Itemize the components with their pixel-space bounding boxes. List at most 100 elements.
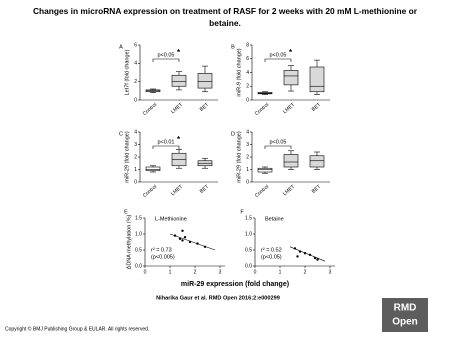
point [303, 252, 307, 255]
box [257, 167, 273, 173]
logo-text: RMD [394, 303, 417, 314]
point [203, 245, 207, 248]
box [283, 154, 299, 168]
point [183, 236, 187, 239]
point [313, 256, 317, 260]
significance-star: * [177, 48, 181, 57]
title-line: Changes in microRNA expression on treatm… [33, 6, 418, 16]
x-tick-label: Control [254, 102, 270, 117]
logo-text: Open [392, 317, 418, 328]
y-tick-label: 8 [246, 42, 249, 48]
y-tick-label: 4 [134, 61, 137, 67]
significance-bracket [152, 145, 180, 149]
x-tick-label: 0 [254, 269, 257, 275]
x-tick-label: 2 [304, 269, 307, 275]
y-tick-label: 1.5 [135, 215, 142, 221]
y-tick-label: 1 [246, 167, 249, 173]
box [309, 66, 325, 93]
box [197, 73, 213, 89]
y-tick-label: 0.5 [135, 247, 142, 253]
significance-bracket [152, 58, 180, 62]
copyright: Copyright © BMJ Publishing Group & EULAR… [5, 325, 149, 332]
y-tick-label: 6 [246, 56, 249, 62]
annotation: p<0.05 [270, 52, 287, 58]
panel-letter: E [124, 209, 128, 215]
citation: Niharika Gaur et al. RMD Open 2016;2:e00… [156, 295, 280, 301]
panel-title: Betaine [265, 216, 284, 222]
point [196, 242, 199, 245]
y-tick-label: 1.5 [245, 215, 252, 221]
annotation: p<0.05 [158, 52, 175, 58]
title-line: betaine. [209, 18, 241, 28]
x-tick-label: BET [311, 184, 322, 195]
y-axis-label: Let7f (fold change) [124, 49, 130, 95]
x-tick-label: BET [199, 184, 210, 195]
y-tick-label: 0 [246, 179, 249, 185]
x-tick-label: 1 [169, 269, 172, 275]
y-tick-label: 0.0 [245, 263, 252, 269]
y-tick-label: 1 [134, 167, 137, 173]
y-tick-label: 4 [134, 129, 137, 135]
y-tick-label: 6 [134, 42, 137, 48]
y-tick-label: 3 [246, 142, 249, 148]
y-axis-label: miR-29 (fold change) [124, 131, 130, 183]
x-tick-label: 1 [279, 269, 282, 275]
y-tick-label: 2 [246, 84, 249, 90]
point [308, 253, 312, 256]
significance-bracket [264, 145, 292, 149]
y-tick-label: 3 [134, 142, 137, 148]
point [316, 258, 319, 261]
y-tick-label: 1.0 [135, 231, 142, 237]
x-axis-label: miR-29 expression (fold change) [181, 281, 289, 288]
x-tick-label: LMET [282, 184, 296, 197]
y-axis-label: miR-9 (fold change) [236, 48, 242, 96]
y-axis-label: miR-29 (fold change) [236, 131, 242, 183]
x-tick-label: 3 [329, 269, 332, 275]
panel-letter: A [119, 44, 123, 50]
significance-star: * [289, 48, 293, 57]
y-tick-label: 2 [246, 154, 249, 160]
x-tick-label: 2 [194, 269, 197, 275]
annotation: (p<0.05) [261, 254, 282, 260]
x-tick-label: 0 [144, 269, 147, 275]
fit-line [169, 233, 216, 251]
point [188, 240, 192, 244]
x-tick-label: Control [142, 102, 158, 117]
x-tick-label: Control [254, 184, 270, 199]
annotation: p<0.01 [158, 139, 175, 145]
annotation: r² = 0.52 [261, 247, 282, 253]
panel-letter: C [119, 131, 123, 137]
x-tick-label: LMET [170, 184, 184, 197]
panel-letter: B [231, 44, 235, 50]
point [181, 229, 184, 232]
panel-letter: D [231, 131, 235, 137]
y-tick-label: 0.5 [245, 247, 252, 253]
y-tick-label: 0 [134, 179, 137, 185]
point [298, 250, 302, 253]
y-tick-label: 4 [246, 70, 249, 76]
y-tick-label: 0.0 [135, 263, 142, 269]
y-tick-label: 0 [134, 97, 137, 103]
y-tick-label: 2 [134, 154, 137, 160]
y-tick-label: 2 [134, 79, 137, 85]
box [309, 155, 325, 168]
y-tick-label: 0 [246, 97, 249, 103]
point [293, 247, 297, 250]
x-tick-label: Control [142, 184, 158, 199]
panel-letter: F [240, 209, 244, 215]
box [171, 74, 187, 87]
x-tick-label: LMET [282, 102, 296, 115]
x-tick-label: 3 [219, 269, 222, 275]
annotation: p<0.05 [270, 139, 287, 145]
point [296, 255, 299, 258]
y-tick-label: 4 [246, 129, 249, 135]
y-axis-label: ΔDNA methylation (%) [126, 214, 132, 269]
x-tick-label: LMET [170, 102, 184, 115]
point [181, 239, 184, 242]
logo [382, 298, 428, 332]
panel-title: L-Methionine [155, 216, 187, 222]
x-tick-label: BET [199, 102, 210, 113]
x-tick-label: BET [311, 102, 322, 113]
